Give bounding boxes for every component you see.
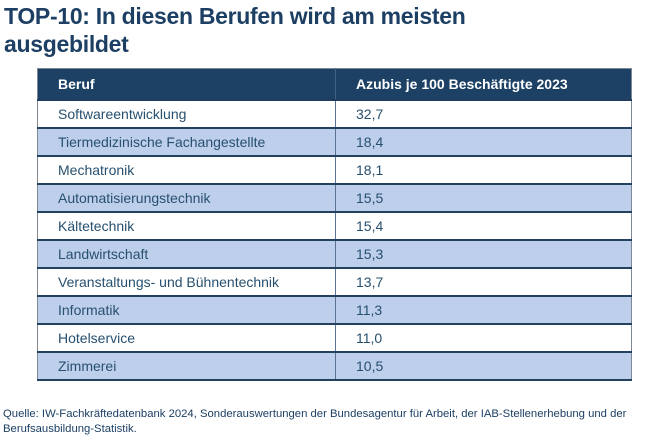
beruf-cell: Automatisierungstechnik <box>37 183 336 213</box>
beruf-cell: Zimmerei <box>37 351 336 381</box>
table-row: Automatisierungstechnik 15,5 <box>37 183 632 213</box>
table-row: Informatik 11,3 <box>37 295 632 325</box>
table-row: Tiermedizinische Fachangestellte 18,4 <box>37 127 632 157</box>
page-title: TOP-10: In diesen Berufen wird am meiste… <box>4 3 466 57</box>
value-cell: 32,7 <box>335 99 632 129</box>
beruf-cell: Softwareentwicklung <box>37 99 336 129</box>
column-header-azubis: Azubis je 100 Beschäftigte 2023 <box>335 68 632 101</box>
value-cell: 10,5 <box>335 351 632 381</box>
value-cell: 18,1 <box>335 155 632 185</box>
table-row: Mechatronik 18,1 <box>37 155 632 185</box>
value-cell: 11,0 <box>335 323 632 353</box>
value-cell: 18,4 <box>335 127 632 157</box>
beruf-cell: Veranstaltungs- und Bühnentechnik <box>37 267 336 297</box>
source-note: Quelle: IW-Fachkräftedatenbank 2024, Son… <box>3 408 627 435</box>
table-row: Softwareentwicklung 32,7 <box>37 99 632 129</box>
beruf-cell: Tiermedizinische Fachangestellte <box>37 127 336 157</box>
value-cell: 15,5 <box>335 183 632 213</box>
table-body: Softwareentwicklung 32,7 Tiermedizinisch… <box>37 99 632 381</box>
value-cell: 15,4 <box>335 211 632 241</box>
value-cell: 15,3 <box>335 239 632 269</box>
beruf-cell: Informatik <box>37 295 336 325</box>
table-row: Zimmerei 10,5 <box>37 351 632 381</box>
table-row: Veranstaltungs- und Bühnentechnik 13,7 <box>37 267 632 297</box>
top10-table: Beruf Azubis je 100 Beschäftigte 2023 So… <box>37 68 632 381</box>
table-header-row: Beruf Azubis je 100 Beschäftigte 2023 <box>37 68 632 101</box>
table-row: Hotelservice 11,0 <box>37 323 632 353</box>
table-header: Beruf Azubis je 100 Beschäftigte 2023 <box>37 68 632 101</box>
beruf-cell: Landwirtschaft <box>37 239 336 269</box>
table-row: Kältetechnik 15,4 <box>37 211 632 241</box>
value-cell: 11,3 <box>335 295 632 325</box>
value-cell: 13,7 <box>335 267 632 297</box>
column-header-beruf: Beruf <box>37 68 336 101</box>
beruf-cell: Hotelservice <box>37 323 336 353</box>
beruf-cell: Kältetechnik <box>37 211 336 241</box>
table-row: Landwirtschaft 15,3 <box>37 239 632 269</box>
beruf-cell: Mechatronik <box>37 155 336 185</box>
